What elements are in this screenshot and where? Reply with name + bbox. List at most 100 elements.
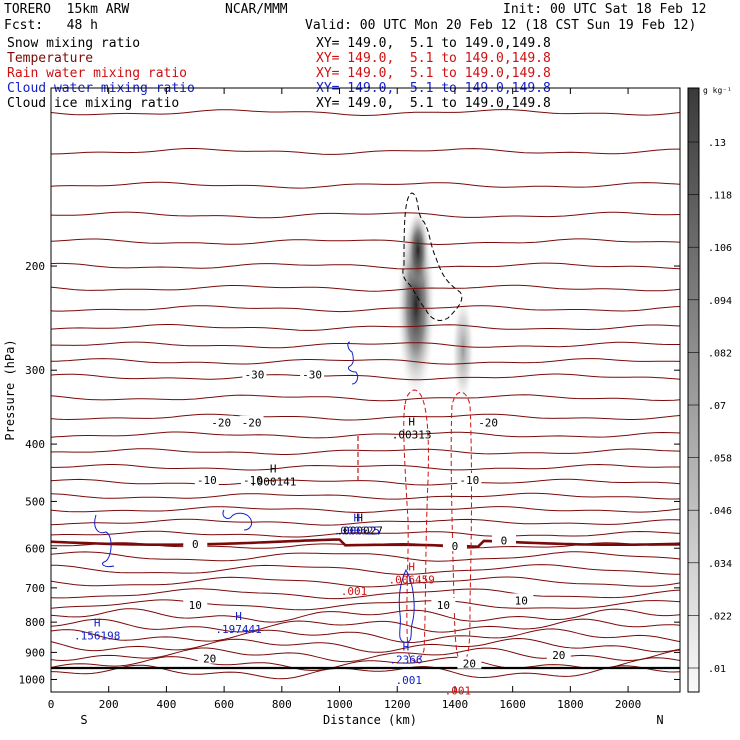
colorbar-units: g kg⁻¹ [703, 86, 732, 95]
isotherm-label: -10 [197, 474, 217, 487]
isotherm [51, 628, 680, 644]
cloud-water-contour-c [222, 509, 253, 531]
isotherm-label: -20 [211, 417, 231, 430]
maximum-value-label: .156198 [74, 629, 120, 642]
center-name: NCAR/MMM [225, 2, 288, 17]
isotherm [51, 211, 680, 219]
x-axis-north-label: N [656, 713, 663, 727]
isotherm [51, 238, 680, 246]
isotherm [51, 530, 680, 538]
isotherm-label: 20 [463, 658, 476, 671]
x-tick-label: 200 [99, 698, 119, 711]
contour-labels: 10 10 10 20 20 20 -10 -10 -10 -20 -20 -20 -30 -30 0 0 0 H… [74, 367, 571, 697]
y-tick-label: 700 [25, 582, 45, 595]
field-name-temperature: Temperature [7, 51, 94, 66]
maximum-value-label: .2366 [389, 653, 422, 666]
label-bg [240, 472, 265, 485]
maximum-value-label: .197441 [215, 623, 261, 636]
label-bg [491, 533, 516, 546]
maximum-marker: H [408, 416, 415, 429]
isotherm [51, 324, 680, 331]
isotherm [51, 262, 680, 270]
label-bg [431, 597, 456, 610]
init-time: Init: 00 UTC Sat 18 Feb 12 [503, 2, 707, 17]
isotherm [51, 588, 680, 600]
field-xy-snow: XY= 149.0, 5.1 to 149.0,149.8 [316, 36, 551, 51]
label-bg [300, 367, 325, 380]
isotherm-label: -30 [302, 368, 322, 381]
cloud-water-contour-a [347, 341, 359, 385]
maximum-value-label: .001 [445, 684, 472, 697]
y-tick-label: 200 [25, 260, 45, 273]
x-tick-label: 1800 [557, 698, 584, 711]
y-axis-label: Pressure (hPa) [3, 339, 17, 440]
maximum-value-label: .000141 [250, 475, 296, 488]
label-bg [197, 651, 222, 664]
label-bg [509, 593, 534, 606]
x-axis-label: Distance (km) [323, 713, 417, 727]
isotherm-label: -20 [242, 417, 262, 430]
x-axis-south-label: S [80, 713, 87, 727]
label-bg [239, 415, 264, 428]
label-bg [209, 415, 234, 428]
maximum-value-label: .00313 [392, 429, 432, 442]
model-name: TORERO 15km ARW [4, 2, 130, 17]
x-tick-label: 1000 [326, 698, 353, 711]
isotherm [51, 305, 680, 313]
isotherm [51, 109, 680, 117]
colorbar-tick-label: .082 [708, 348, 732, 359]
mixing-ratio-contours [94, 192, 472, 663]
maximum-value-label: .006459 [388, 574, 434, 587]
colorbar-tick-label: .058 [708, 454, 732, 465]
field-name-snow: Snow mixing ratio [7, 36, 141, 51]
y-tick-label: 500 [25, 495, 45, 508]
valid-time: Valid: 00 UTC Mon 20 Feb 12 (18 CST Sun … [305, 18, 697, 33]
maximum-value-label: .000027 [337, 525, 383, 538]
rain-contour-secondary [450, 391, 472, 663]
colorbar-tick-label: .07 [708, 401, 726, 412]
colorbar-tick-label: .046 [708, 506, 732, 517]
x-axis: 0 200 400 600 800 1000 1200 1400 1600 1800 2000 [48, 88, 642, 711]
maximum-value-label: .000625 [334, 525, 380, 538]
isotherm [51, 647, 680, 663]
isotherm [51, 637, 680, 653]
label-bg [242, 367, 267, 380]
label-bg [546, 648, 571, 661]
isotherm-label: -20 [478, 417, 498, 430]
label-bg [476, 415, 501, 428]
isotherm [51, 564, 680, 575]
colorbar-tick-label: .118 [708, 191, 732, 202]
field-name-cloud-ice: Cloud ice mixing ratio [7, 96, 180, 111]
y-tick-label: 1000 [19, 673, 46, 686]
isotherm [51, 181, 680, 189]
isotherm-label: 20 [552, 649, 565, 662]
isotherm-label: -10 [243, 474, 263, 487]
label-bg [442, 539, 467, 552]
freezing-level-label: 0 [452, 540, 459, 553]
isotherm-label: 10 [189, 599, 202, 612]
isotherm [51, 413, 680, 421]
maximum-marker: H [403, 640, 410, 653]
snow-contour [402, 192, 463, 321]
isotherm [51, 492, 680, 500]
x-tick-label: 2000 [615, 698, 642, 711]
isotherm [51, 373, 680, 381]
temperature-isotherms [51, 109, 680, 680]
freezing-level-label: 0 [501, 534, 508, 547]
x-tick-label: 800 [272, 698, 292, 711]
isotherm-label: -10 [459, 474, 479, 487]
y-tick-label: 400 [25, 438, 45, 451]
colorbar-tick-label: .01 [708, 664, 726, 675]
maximum-value-label: .001 [396, 674, 423, 687]
isotherm [51, 478, 680, 486]
maximum-marker: H [356, 512, 363, 525]
isotherm [51, 358, 680, 365]
isotherm [51, 576, 680, 588]
colorbar-tick-label: .022 [708, 611, 732, 622]
colorbar-tick-label: .13 [708, 138, 726, 149]
isotherm [51, 148, 680, 155]
label-bg [457, 656, 482, 669]
isotherm [51, 284, 680, 292]
